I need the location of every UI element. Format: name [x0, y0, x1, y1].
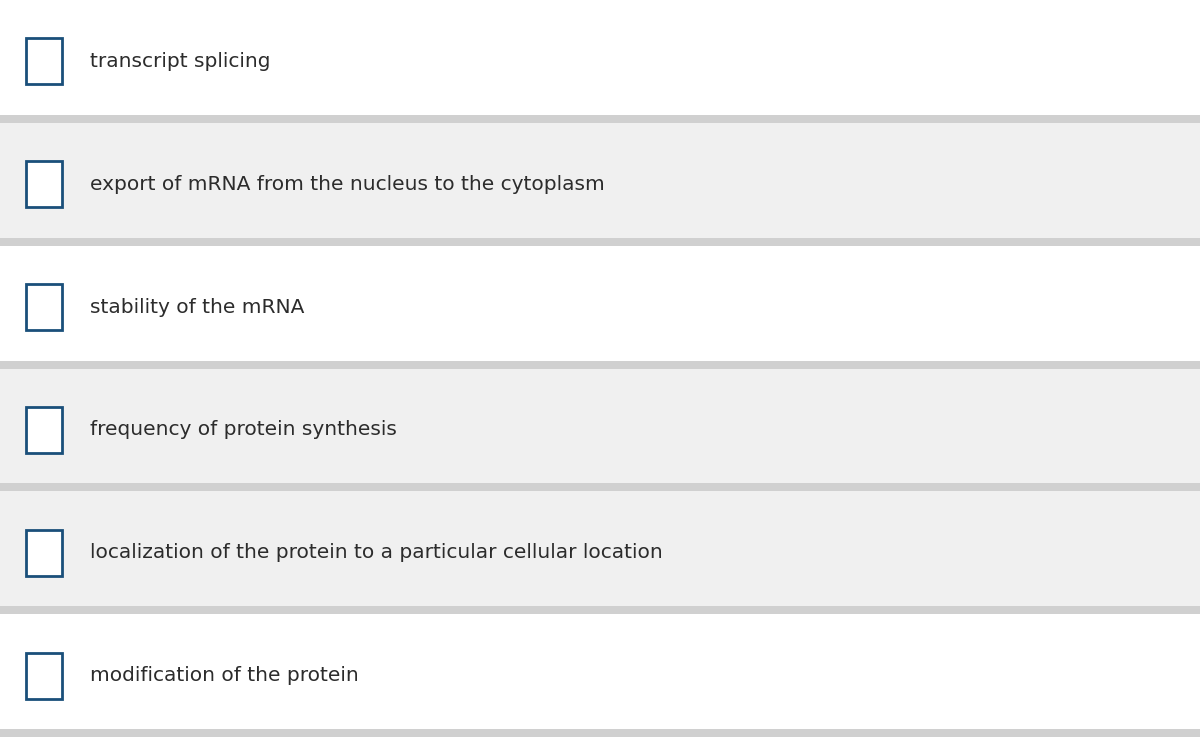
FancyBboxPatch shape — [26, 284, 62, 330]
Bar — [0, 614, 1200, 729]
Bar — [0, 0, 1200, 115]
Text: transcript splicing: transcript splicing — [90, 52, 270, 71]
Text: export of mRNA from the nucleus to the cytoplasm: export of mRNA from the nucleus to the c… — [90, 175, 605, 194]
FancyBboxPatch shape — [26, 407, 62, 453]
FancyBboxPatch shape — [26, 530, 62, 576]
Bar — [0, 237, 1200, 245]
FancyBboxPatch shape — [26, 652, 62, 699]
Text: frequency of protein synthesis: frequency of protein synthesis — [90, 420, 397, 439]
Bar — [0, 492, 1200, 606]
Text: modification of the protein: modification of the protein — [90, 666, 359, 685]
Bar — [0, 606, 1200, 614]
Bar — [0, 360, 1200, 368]
Bar — [0, 729, 1200, 737]
Bar — [0, 483, 1200, 492]
Bar — [0, 115, 1200, 123]
Text: stability of the mRNA: stability of the mRNA — [90, 298, 305, 317]
FancyBboxPatch shape — [26, 38, 62, 85]
Bar — [0, 123, 1200, 237]
FancyBboxPatch shape — [26, 161, 62, 207]
Bar — [0, 368, 1200, 483]
Text: localization of the protein to a particular cellular location: localization of the protein to a particu… — [90, 543, 662, 562]
Bar — [0, 245, 1200, 360]
